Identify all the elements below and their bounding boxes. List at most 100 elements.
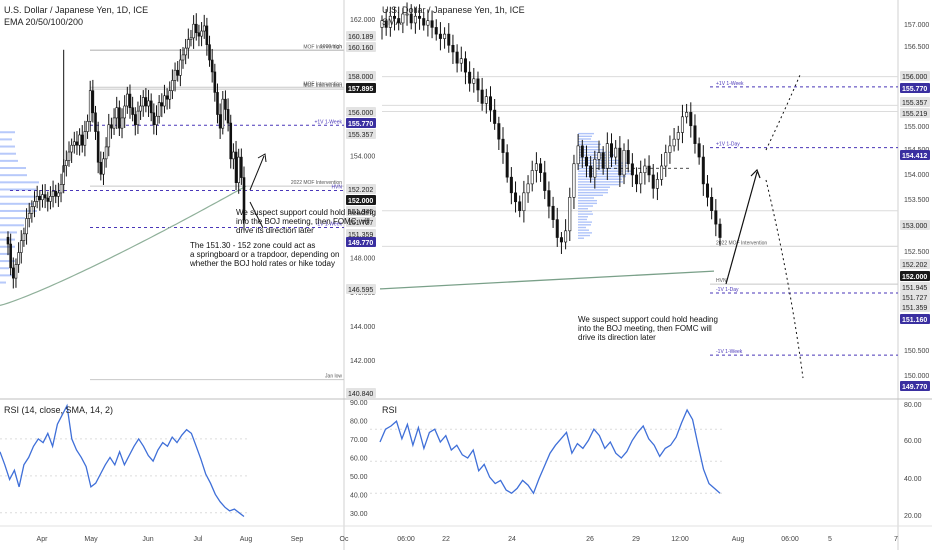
dotted-path-down: [765, 179, 804, 379]
profile-bar: [0, 159, 18, 162]
candle-up: [139, 105, 142, 112]
candle-up: [643, 165, 647, 174]
candle-up: [157, 102, 161, 117]
level-label: Jan low: [325, 374, 342, 380]
profile-bar: [0, 152, 16, 155]
level-label: -1V 1-Week: [716, 349, 743, 355]
profile-bar: [578, 183, 619, 186]
candle-down: [547, 190, 551, 207]
level-label: 1990 high: [320, 44, 342, 50]
candle-down: [514, 192, 518, 203]
profile-bar: [0, 202, 35, 205]
level-label: HVN: [716, 278, 727, 284]
candle-up: [86, 121, 89, 132]
candle-down: [584, 156, 588, 167]
price-badge-label: 154.412: [902, 153, 927, 160]
candle-up: [639, 172, 643, 185]
candle-up: [522, 192, 526, 212]
candle-up: [19, 240, 23, 253]
candle-up: [33, 201, 36, 207]
candle-up: [107, 124, 111, 148]
candle-down: [94, 112, 97, 132]
left-rsi-tick: 90.00: [350, 400, 368, 407]
candle-down: [152, 112, 156, 126]
left-price-tick: 148.000: [350, 256, 375, 263]
profile-bar: [578, 218, 587, 221]
candle-up: [443, 33, 447, 39]
profile-bar: [578, 178, 622, 180]
arrow-down-left: [249, 201, 264, 229]
level-label: HVN: [331, 184, 342, 190]
candle-down: [705, 183, 709, 198]
candle-down: [118, 107, 121, 129]
candle-down: [580, 145, 584, 158]
candle-up: [70, 144, 73, 153]
candle-up: [664, 152, 668, 167]
price-badge-label: 160.160: [348, 45, 373, 52]
right-price-tick: 150.500: [904, 348, 929, 355]
candle-up: [405, 13, 409, 16]
candle-down: [447, 33, 451, 46]
candle-up: [232, 151, 235, 160]
level-label: +1V 1-Day: [716, 142, 740, 148]
level-label: MOF Intervention: [303, 44, 342, 50]
candle-up: [163, 95, 166, 107]
candle-down: [144, 97, 148, 107]
right-time-tick: 29: [632, 536, 640, 543]
profile-bar: [578, 234, 590, 237]
candle-down: [205, 25, 209, 45]
price-badge-label: 149.770: [348, 240, 373, 247]
price-badge: [900, 292, 930, 302]
profile-bar: [578, 146, 599, 148]
candle-down: [693, 125, 697, 144]
candle-up: [112, 117, 116, 129]
candle-down: [384, 20, 388, 28]
right-time-tick: Aug: [732, 536, 745, 543]
candle-up: [14, 264, 18, 279]
candle-down: [240, 156, 243, 178]
right-rsi-label: RSI: [382, 405, 397, 415]
profile-bar: [578, 208, 588, 210]
candle-down: [91, 90, 95, 114]
candle-up: [126, 93, 129, 107]
candle-up: [49, 196, 52, 202]
candle-down: [46, 197, 50, 202]
price-badge-label: 152.000: [902, 274, 927, 281]
profile-bar: [578, 170, 631, 172]
right-sma-line: [379, 270, 715, 290]
price-badge: [346, 83, 376, 93]
left-rsi-tick: 80.00: [350, 418, 368, 425]
candle-up: [104, 146, 108, 160]
right-price-tick: 154.000: [904, 172, 929, 179]
candle-down: [43, 194, 47, 199]
right-rsi-line: [370, 408, 724, 495]
price-badge: [346, 71, 376, 81]
profile-bar: [578, 143, 601, 146]
price-badge: [900, 71, 930, 81]
candle-up: [25, 218, 28, 235]
price-badge: [346, 237, 376, 247]
price-badge-label: 152.000: [348, 198, 373, 205]
candle-down: [197, 32, 201, 37]
candle-up: [202, 25, 206, 32]
right-annotation-line-1: We suspect support could hold heading: [578, 315, 718, 324]
right-price-tick: 152.500: [904, 249, 929, 256]
candle-up: [593, 158, 597, 178]
candle-down: [218, 114, 222, 129]
candle-down: [701, 156, 705, 185]
profile-bar: [578, 189, 608, 191]
candle-down: [463, 58, 467, 73]
candle-down: [714, 210, 718, 225]
price-badge: [900, 314, 930, 324]
price-badges: 160.189 160.160 158.000 157.895 156.000 155.7…: [346, 31, 930, 398]
profile-bar: [578, 237, 584, 239]
left-time-tick: Oc: [340, 536, 349, 543]
candle-up: [685, 112, 689, 118]
price-badge: [346, 118, 376, 128]
candle-up: [83, 131, 87, 146]
price-badge: [346, 42, 376, 52]
candle-up: [388, 15, 392, 28]
candle-down: [96, 131, 100, 163]
